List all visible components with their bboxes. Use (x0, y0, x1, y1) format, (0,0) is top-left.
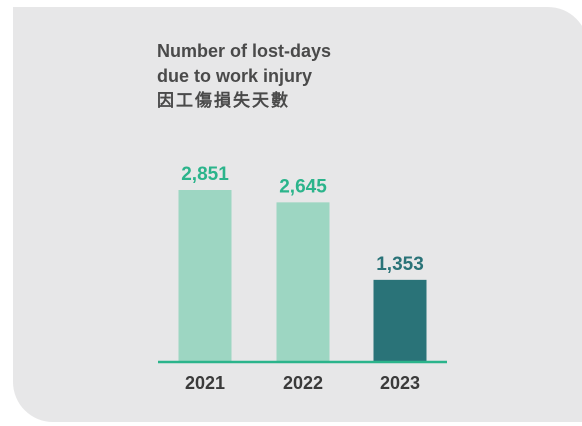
chart-title-line-3: 因工傷損失天數 (157, 91, 290, 111)
value-label-2023: 1,353 (376, 254, 424, 275)
bar-2023 (373, 279, 427, 361)
x-tick-2023: 2023 (380, 373, 420, 393)
chart-title-line-2: due to work injury (157, 66, 313, 86)
chart-title-line-1: Number of lost-days (157, 41, 332, 61)
value-label-2022: 2,645 (279, 176, 327, 197)
bar-2022 (276, 202, 330, 361)
x-tick-2022: 2022 (283, 373, 323, 393)
value-label-2021: 2,851 (181, 164, 229, 185)
x-tick-2021: 2021 (185, 373, 225, 393)
chart-title: Number of lost-days due to work injury 因… (157, 39, 331, 114)
bar-2021 (178, 190, 232, 361)
